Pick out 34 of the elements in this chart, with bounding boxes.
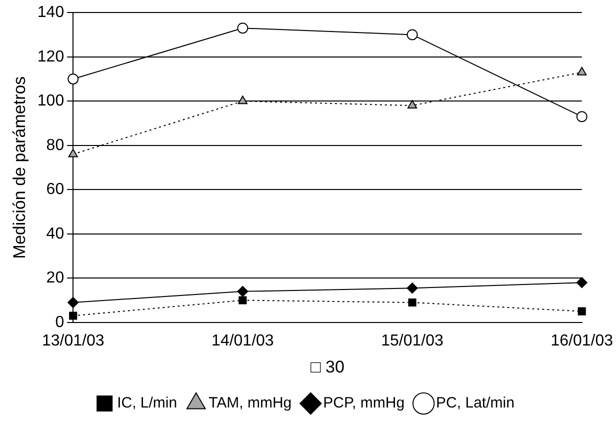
legend-label: PC, Lat/min [436,394,514,412]
y-tick-label: 100 [37,92,64,110]
y-tick-label: 20 [46,270,64,287]
x-tick-label: 14/01/03 [212,332,274,350]
legend-label: PCP, mmHg [323,394,405,412]
point [237,22,248,34]
y-tick-label: 0 [55,314,64,331]
y-tick-label: 40 [46,225,64,242]
point [237,286,248,297]
x-tick-label: 15/01/03 [381,332,444,350]
x-axis-title: □ 30 [310,357,344,376]
legend-label: IC, L/min [117,394,178,412]
legend-label: TAM, mmHg [208,394,292,412]
y-tick-label: 120 [37,48,64,66]
y-axis-title: Medición de parámetros [10,76,29,259]
y-tick-label: 80 [46,136,64,154]
point [406,282,418,294]
point [576,111,588,122]
point [69,312,78,320]
point [578,307,586,316]
point [408,298,416,307]
point [407,100,418,109]
y-tick-label: 140 [37,4,64,22]
x-tick-label: 13/01/03 [42,332,104,350]
point [406,29,418,40]
point [68,296,79,308]
y-tick-label: 60 [46,181,64,198]
point [577,66,587,76]
point [238,296,247,304]
point [238,96,248,104]
point [68,148,78,158]
point [68,73,79,84]
point [576,277,588,288]
x-tick-label: 16/01/03 [550,332,614,350]
